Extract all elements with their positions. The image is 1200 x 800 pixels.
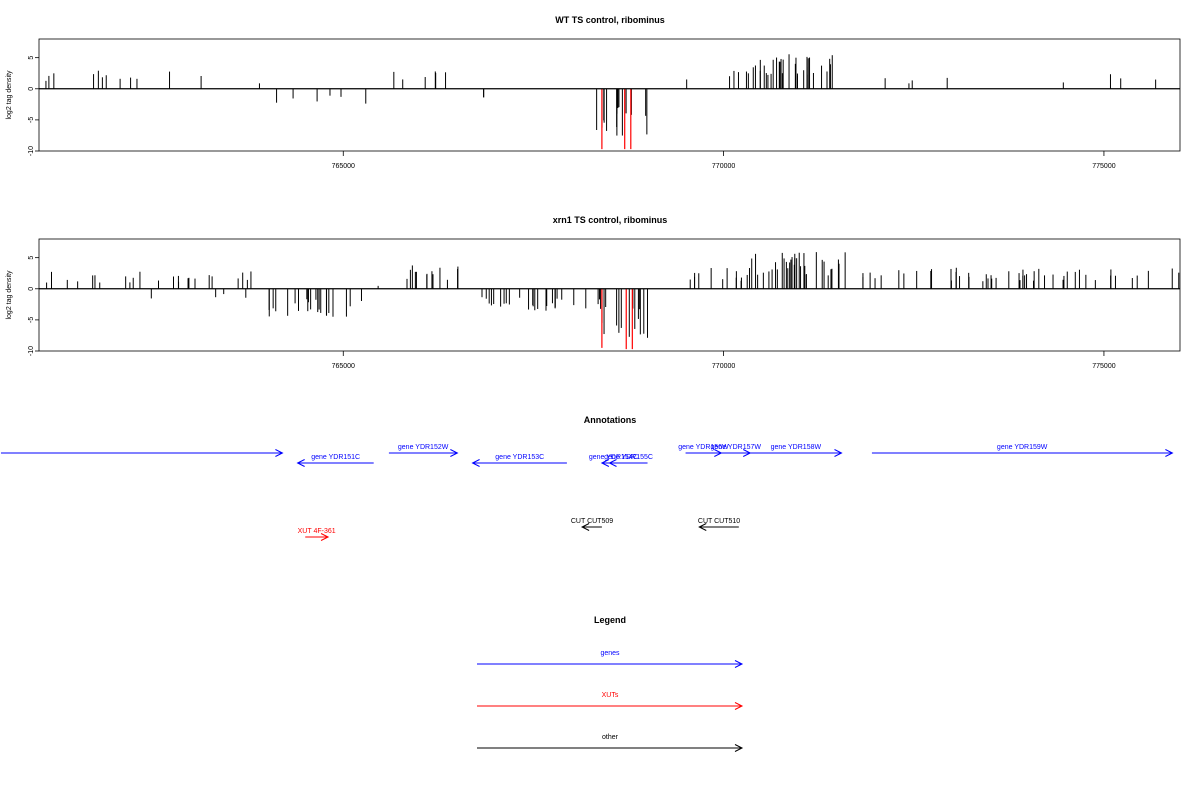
xrn1-y-tick-label: 0: [28, 287, 35, 291]
legend-item-xuts-head: [734, 702, 744, 710]
annotation-feature-head: [275, 449, 284, 457]
annotation-feature-head: [608, 459, 617, 467]
xrn1-x-tick-label: 770000: [712, 363, 735, 370]
annotation-feature-label: XUT 4F-361: [298, 528, 336, 535]
annotation-feature-label: gene YDR158W: [771, 444, 822, 451]
annotation-feature: XUT 4F-361: [298, 528, 336, 541]
wt-x-tick-label: 775000: [1092, 163, 1115, 170]
xrn1-y-tick-label: -10: [28, 346, 35, 356]
legend-item-other-head: [734, 744, 744, 752]
annotation-feature-head: [580, 523, 590, 531]
xrn1-x-axis: 765000 770000 775000: [332, 351, 1116, 370]
wt-x-axis: 765000 770000 775000: [332, 151, 1116, 170]
annotation-feature: CUT CUT510: [698, 518, 740, 531]
annotation-feature: gene YDR155C: [604, 454, 653, 467]
xrn1-track-panel: xrn1 TS control, ribominus log2 tag dens…: [6, 215, 1181, 370]
annotations-title: Annotations: [584, 415, 637, 425]
legend-item-xuts: XUTs: [477, 692, 744, 710]
wt-plot-frame: [38, 38, 1181, 152]
annotation-feature-label: gene YDR154C: [589, 454, 638, 461]
annotation-feature-label: gene YDR157W: [711, 444, 762, 451]
legend-item-genes: genes: [477, 650, 744, 668]
legend-item-label: genes: [600, 650, 620, 657]
wt-highlight-bars: [601, 88, 632, 150]
xrn1-y-tick-label: 5: [28, 256, 35, 260]
wt-panel-title: WT TS control, ribominus: [555, 15, 665, 25]
wt-y-tick-label: -5: [28, 117, 35, 123]
annotation-feature: gene YDR158W: [750, 444, 843, 457]
xrn1-y-tick-label: -5: [28, 317, 35, 323]
annotation-feature: gene YDR151C: [296, 454, 374, 467]
annotation-feature: gene YDR159W: [871, 444, 1174, 457]
annotation-feature: CUT CUT509: [571, 518, 613, 531]
wt-y-tick-label: 5: [28, 56, 35, 60]
annotation-feature-label: gene YDR152W: [398, 444, 449, 451]
annotation-feature-label: CUT CUT510: [698, 518, 740, 525]
annotation-feature-head: [600, 459, 610, 467]
annotation-feature-head: [471, 459, 480, 467]
xrn1-y-axis: -10 -5 0 5: [28, 256, 39, 356]
wt-signal-bars: [45, 54, 1157, 136]
annotation-feature: gene YDR153C: [471, 454, 567, 467]
wt-y-tick-label: -10: [28, 146, 35, 156]
annotation-feature-head: [698, 523, 707, 531]
legend-item-label: XUTs: [602, 692, 619, 699]
annotation-features: gene YDR151C gene YDR152W gene YDR153C gene…: [0, 444, 1174, 541]
legend-item-other: other: [477, 734, 744, 752]
annotation-feature-label: gene YDR153C: [495, 454, 544, 461]
legend-title: Legend: [594, 615, 626, 625]
legend-items: genes XUTs other: [477, 650, 744, 752]
annotation-feature-label: gene YDR155C: [604, 454, 653, 461]
wt-y-tick-label: 0: [28, 87, 35, 91]
wt-x-tick-label: 770000: [712, 163, 735, 170]
wt-y-axis: -10 -5 0 5: [28, 56, 39, 156]
annotation-feature: [0, 449, 284, 457]
xrn1-panel-title: xrn1 TS control, ribominus: [553, 215, 668, 225]
annotation-feature-label: gene YDR151C: [311, 454, 360, 461]
annotation-feature-head: [296, 459, 305, 467]
annotation-feature-head: [320, 533, 330, 541]
legend: Legend genes XUTs other: [477, 615, 744, 752]
annotation-feature-label: gene YDR156W: [678, 444, 729, 451]
annotation-feature-head: [450, 449, 459, 457]
xrn1-x-tick-label: 765000: [332, 363, 355, 370]
xrn1-signal-bars: [46, 252, 1180, 338]
annotation-feature-label: CUT CUT509: [571, 518, 613, 525]
legend-item-label: other: [602, 734, 619, 741]
legend-item-genes-head: [734, 660, 744, 668]
annotation-feature-head: [1165, 449, 1174, 457]
annotation-feature-label: gene YDR159W: [997, 444, 1048, 451]
xrn1-x-tick-label: 775000: [1092, 363, 1115, 370]
wt-y-axis-label: log2 tag density: [6, 70, 13, 120]
annotation-feature-head: [834, 449, 843, 457]
wt-x-tick-label: 765000: [332, 163, 355, 170]
annotation-feature: gene YDR152W: [388, 444, 459, 457]
wt-track-panel: WT TS control, ribominus log2 tag densit…: [6, 15, 1181, 170]
xrn1-highlight-bars: [601, 288, 633, 350]
xrn1-plot-frame: [38, 238, 1181, 352]
xrn1-y-axis-label: log2 tag density: [6, 270, 13, 320]
